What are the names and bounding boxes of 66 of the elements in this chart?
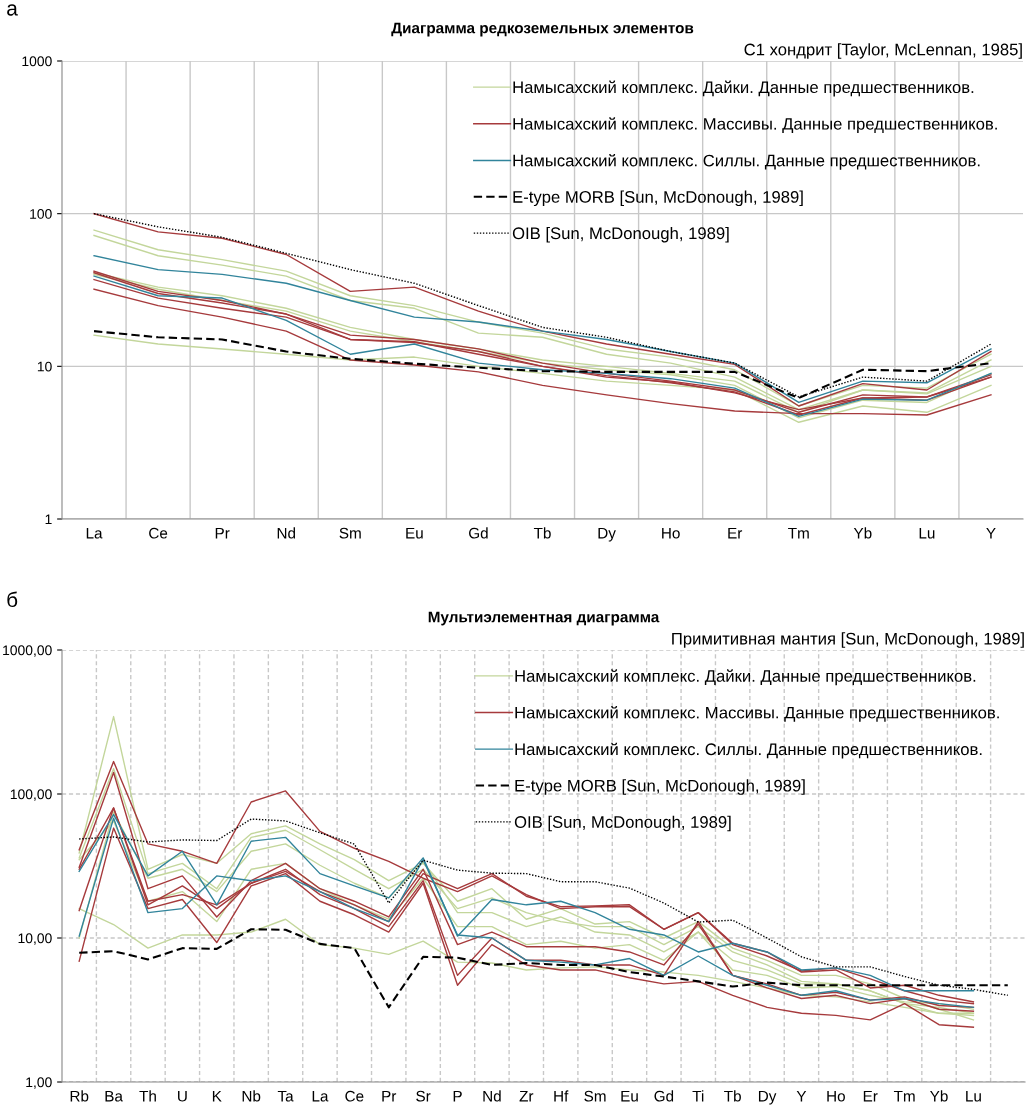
legend-label: Намысахский комплекс. Массивы. Данные предшественников.	[515, 705, 999, 722]
x-tick-label: Ho	[662, 527, 680, 539]
x-tick-label: La	[312, 1090, 329, 1102]
chart-subtitle: Примитивная мантия [Sun, McDonough, 1989]	[672, 632, 1024, 648]
x-tick-label: Nd	[483, 1090, 501, 1102]
x-tick-label: Hf	[554, 1090, 569, 1102]
x-tick-label: Eu	[406, 527, 423, 539]
x-tick-label: Gd	[469, 527, 488, 539]
x-tick-label: Tm	[788, 527, 809, 539]
y-tick-label: 100	[30, 209, 52, 219]
x-tick-label: Lu	[966, 1090, 981, 1102]
chart-subtitle: С1 хондрит [Taylor, McLennan, 1985]	[744, 43, 1022, 59]
chart-title: Диаграмма редкоземельных элементов	[391, 22, 694, 37]
legend-label: Намысахский комплекс. Силлы. Данные предшественников.	[513, 153, 980, 170]
y-tick-label: 10,00	[18, 933, 52, 945]
x-tick-label: Ce	[345, 1090, 364, 1102]
x-tick-label: Nd	[277, 527, 296, 539]
y-tick-label: 1,00	[26, 1077, 52, 1089]
y-tick-label: 100,00	[10, 789, 52, 801]
x-tick-label: Dy	[598, 527, 616, 542]
text: а	[7, 4, 18, 16]
x-tick-label: Eu	[621, 1090, 638, 1102]
y-tick-label: 1000,00	[3, 645, 52, 657]
x-tick-label: Zr	[519, 1090, 534, 1102]
legend-label: Намысахский комплекс. Дайки. Данные предшественников.	[513, 80, 974, 97]
x-tick-label: Er	[863, 1090, 878, 1102]
y-tick-label: 10	[37, 361, 52, 372]
legend-label: E-type MORB [Sun, McDonough, 1989]	[515, 779, 805, 795]
x-tick-label: U	[178, 1090, 187, 1102]
y-tick-label: 1	[45, 514, 52, 525]
x-tick-label: Sr	[416, 1090, 431, 1102]
x-tick-label: Yb	[930, 1090, 948, 1102]
x-tick-label: Ce	[149, 527, 168, 539]
x-tick-label: Y	[796, 1090, 807, 1102]
x-tick-label: Pr	[382, 1090, 397, 1102]
x-tick-label: La	[86, 527, 103, 539]
x-tick-label: Ba	[105, 1090, 123, 1102]
x-tick-label: Ta	[277, 1090, 294, 1102]
text: б	[7, 591, 18, 607]
x-tick-label: Sm	[584, 1090, 606, 1102]
x-tick-label: Tm	[893, 1090, 915, 1102]
x-tick-label: Th	[139, 1090, 156, 1102]
legend-label: Намысахский комплекс. Массивы. Данные предшественников.	[513, 117, 997, 134]
legend-label: Намысахский комплекс. Силлы. Данные предшественников.	[515, 742, 982, 759]
y-tick-label: 1000	[22, 56, 52, 67]
x-tick-label: Dy	[758, 1090, 777, 1105]
x-tick-label: Pr	[215, 527, 230, 539]
legend-label: OIB [Sun, McDonough, 1989]	[514, 815, 731, 832]
x-tick-label: Rb	[70, 1090, 89, 1102]
legend-label: Намысахский комплекс. Дайки. Данные предшественников.	[515, 669, 976, 686]
x-tick-label: Ti	[692, 1090, 704, 1102]
x-tick-label: Yb	[853, 527, 872, 539]
legend-label: OIB [Sun, McDonough, 1989]	[512, 226, 729, 243]
x-tick-label: Gd	[654, 1090, 674, 1102]
x-tick-label: Sm	[339, 527, 361, 539]
chart-title: Мультиэлементная диаграмма	[428, 611, 660, 626]
x-tick-label: Y	[986, 527, 996, 539]
x-tick-label: Tb	[533, 527, 551, 539]
legend-label: E-type MORB [Sun, McDonough, 1989]	[513, 190, 803, 207]
x-tick-label: Nb	[242, 1090, 261, 1102]
x-tick-label: Lu	[919, 527, 935, 539]
x-tick-label: P	[453, 1090, 462, 1102]
x-tick-label: Ho	[827, 1090, 845, 1102]
x-tick-label: Er	[728, 527, 743, 539]
x-tick-label: K	[212, 1090, 222, 1102]
x-tick-label: Tb	[724, 1090, 741, 1102]
